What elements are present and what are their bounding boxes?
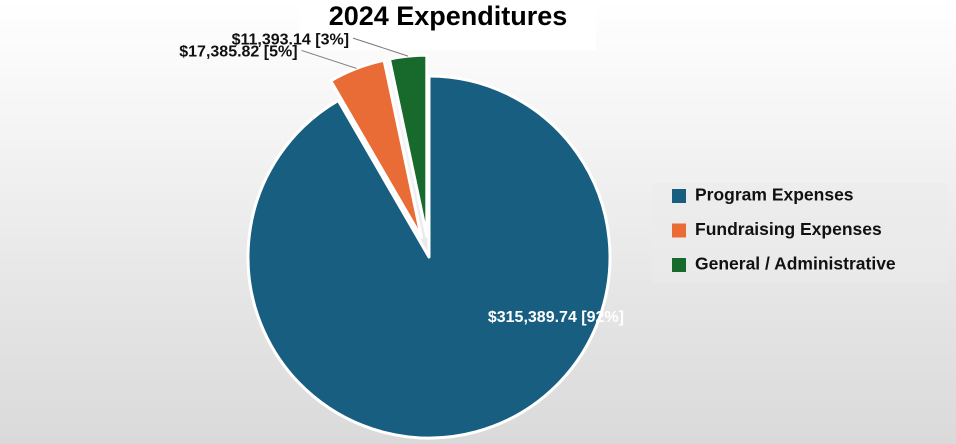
legend: Program Expenses Fundraising Expenses Gene… — [672, 185, 896, 274]
leader-lines — [301, 37, 409, 69]
pie-slices — [246, 53, 612, 440]
leader-line-fundraising-expenses — [301, 49, 357, 69]
legend-label-program-expenses: Program Expenses — [695, 185, 854, 205]
legend-swatch-program-expenses — [672, 189, 686, 203]
leader-line-general-administrative — [352, 37, 409, 57]
data-labels: $315,389.74 [92%] $17,385.82 [5%]$11,393.… — [179, 31, 624, 326]
title-backdrop — [300, 0, 596, 50]
data-label-fundraising-expenses: $17,385.82 [5%] — [179, 44, 297, 61]
legend-swatch-general-administrative — [672, 258, 686, 272]
legend-backdrop — [652, 183, 948, 283]
pie-slice-program-expenses — [246, 74, 612, 440]
pie-slice-fundraising-expenses — [329, 58, 423, 239]
data-label-general-administrative: $11,393.14 [3%] — [232, 31, 349, 48]
legend-swatch-fundraising-expenses — [672, 223, 686, 238]
data-label-program-expenses: $315,389.74 [92%] — [488, 309, 624, 326]
chart-title: 2024 Expenditures — [329, 1, 568, 31]
legend-label-general-administrative: General / Administrative — [695, 254, 896, 274]
legend-label-fundraising-expenses: Fundraising Expenses — [695, 219, 882, 239]
pie-slice-general-administrative — [387, 53, 429, 238]
